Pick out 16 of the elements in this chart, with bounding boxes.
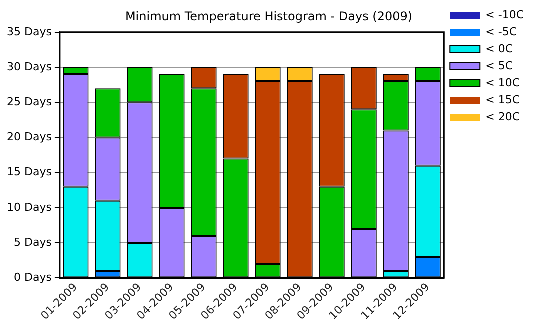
y-tick-label: 35 Days bbox=[6, 25, 52, 38]
legend-label: < -10C bbox=[486, 8, 524, 22]
y-tick-label: 30 Days bbox=[6, 60, 52, 74]
y-tick-label: 10 Days bbox=[6, 200, 52, 214]
legend-label: < 10C bbox=[486, 76, 520, 90]
y-tick-label: 25 Days bbox=[6, 95, 52, 108]
y-tick-label: 5 Days bbox=[14, 236, 52, 249]
chart-title: Minimum Temperature Histogram - Days (2009) bbox=[125, 9, 413, 24]
legend-label: < 0C bbox=[486, 42, 514, 56]
y-tick-label: 0 Days bbox=[14, 271, 52, 284]
legend-label: < 5C bbox=[486, 59, 514, 72]
legend-label: < -5C bbox=[486, 25, 518, 38]
y-tick-label: 20 Days bbox=[6, 130, 52, 144]
y-tick-label: 15 Days bbox=[6, 166, 52, 179]
legend-label: < 15C bbox=[486, 93, 520, 106]
legend-label: < 20C bbox=[486, 110, 520, 124]
